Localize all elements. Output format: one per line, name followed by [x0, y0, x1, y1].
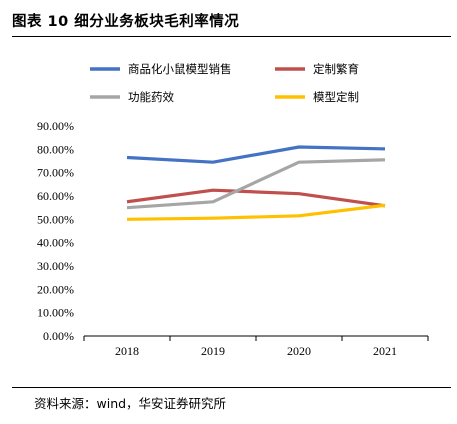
source-rule: [12, 387, 451, 388]
y-tick-label: 60.00%: [37, 189, 74, 203]
series-line: [126, 158, 386, 210]
figure-title: 图表 10 细分业务板块毛利率情况: [12, 14, 240, 30]
y-tick-label: 50.00%: [37, 212, 74, 226]
y-tick-label: 80.00%: [37, 142, 74, 156]
series-line: [126, 203, 386, 221]
y-tick-label: 30.00%: [37, 259, 74, 273]
y-tick-label: 10.00%: [37, 306, 74, 320]
x-tick-label: 2019: [201, 344, 225, 358]
y-tick-label: 70.00%: [37, 166, 74, 180]
source-note: 资料来源：wind，华安证券研究所: [34, 396, 227, 411]
y-tick-label: 40.00%: [37, 236, 74, 250]
x-tick-label: 2020: [287, 344, 311, 358]
y-tick-label: 90.00%: [37, 119, 74, 133]
x-tick-label: 2018: [115, 344, 139, 358]
title-rule: [12, 36, 451, 37]
series-line: [126, 188, 386, 208]
x-tick-label: 2021: [373, 344, 397, 358]
axes: 0.00% 10.00% 20.00% 30.00% 40.00% 50.00% 60.00…: [37, 119, 429, 358]
y-tick-label: 20.00%: [37, 282, 74, 296]
legend-label: 模型定制: [313, 90, 359, 104]
legend-label: 定制繁育: [313, 62, 359, 76]
legend-label: 商品化小鼠模型销售: [128, 62, 232, 76]
series-lines: [126, 145, 386, 221]
series-line: [126, 145, 386, 164]
legend-label: 功能药效: [128, 90, 174, 104]
y-tick-label: 0.00%: [43, 329, 74, 343]
